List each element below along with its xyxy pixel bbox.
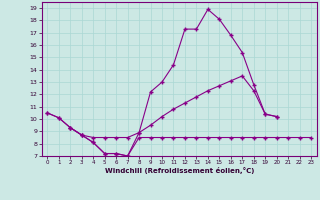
X-axis label: Windchill (Refroidissement éolien,°C): Windchill (Refroidissement éolien,°C) <box>105 167 254 174</box>
